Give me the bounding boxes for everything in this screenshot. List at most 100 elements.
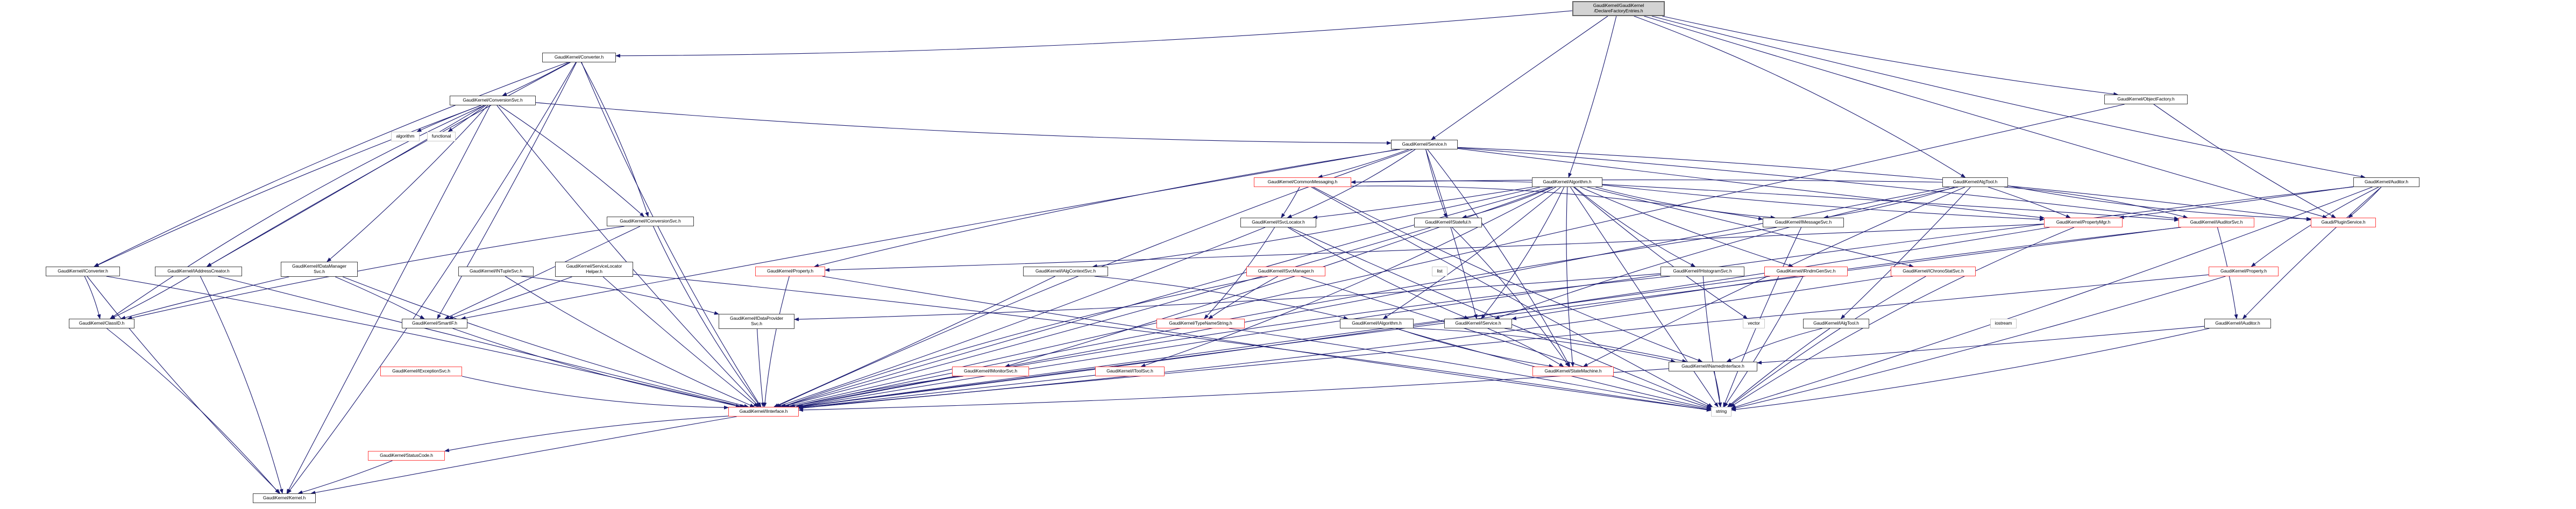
graph-edge: [120, 276, 289, 320]
graph-edge: [1487, 328, 1564, 367]
graph-node-iexceptionsvc[interactable]: GaudiKernel/IExceptionSvc.h: [380, 367, 462, 376]
graph-edge: [784, 104, 2125, 408]
graph-edge: [1574, 187, 1696, 267]
graph-edge: [580, 62, 649, 217]
graph-node-auditor[interactable]: GaudiKernel/Auditor.h: [2353, 177, 2419, 187]
graph-node-istatemachine[interactable]: GaudiKernel/StateMachine.h: [1532, 367, 1614, 376]
graph-node-classid[interactable]: GaudiKernel/ClassID.h: [69, 319, 134, 328]
graph-node-root[interactable]: GaudiKernel/GaudiKernel /DeclareFactoryE…: [1572, 1, 1665, 16]
graph-node-converter[interactable]: GaudiKernel/Converter.h: [542, 53, 616, 62]
graph-node-isvcmanager[interactable]: GaudiKernel/ISvcManager.h: [1246, 267, 1325, 276]
graph-edge: [1728, 276, 1926, 407]
graph-node-iaddresscreator[interactable]: GaudiKernel/IAddressCreator.h: [155, 267, 242, 276]
graph-node-itoolsvc[interactable]: GaudiKernel/IToolSvc.h: [1095, 367, 1165, 376]
graph-node-irndmgensvc[interactable]: GaudiKernel/IRndmGenSvc.h: [1764, 267, 1848, 276]
graph-node-isvclocator[interactable]: GaudiKernel/ISvcLocator.h: [1240, 218, 1316, 227]
graph-node-algorithmvec[interactable]: algorithm: [391, 132, 420, 141]
graph-edge: [502, 62, 570, 96]
graph-edge: [795, 276, 1670, 408]
graph-edge: [1988, 187, 2071, 218]
graph-edge: [1317, 149, 1409, 178]
graph-node-ialgtool[interactable]: GaudiKernel/IAlgTool.h: [1803, 319, 1869, 328]
graph-node-property[interactable]: GaudiKernel/Property.h: [755, 267, 825, 276]
graph-edge: [581, 62, 762, 407]
graph-edge: [798, 276, 1893, 409]
graph-node-iservice[interactable]: GaudiKernel/IService.h: [1444, 319, 1512, 328]
graph-edge: [496, 105, 760, 407]
graph-node-imessagesvc[interactable]: GaudiKernel/IMessageSvc.h: [1763, 218, 1844, 227]
graph-edge: [2007, 185, 2311, 221]
graph-edge: [780, 227, 1431, 408]
graph-node-conversionsvc_i[interactable]: GaudiKernel/IConversionSvc.h: [607, 217, 694, 226]
graph-node-idatamanagersvc[interactable]: GaudiKernel/IDataManager Svc.h: [281, 262, 358, 277]
graph-node-ialgorithm[interactable]: GaudiKernel/IAlgorithm.h: [1340, 319, 1414, 328]
graph-edge: [2004, 187, 2188, 219]
graph-node-inamedinterface[interactable]: GaudiKernel/INamedInterface.h: [1669, 362, 1757, 371]
graph-edge: [1396, 328, 1554, 368]
graph-node-servicelocatorhelper[interactable]: GaudiKernel/ServiceLocator Helper.h: [555, 262, 633, 277]
graph-node-iostream[interactable]: iostream: [1990, 319, 2017, 328]
graph-node-commonmessaging[interactable]: GaudiKernel/CommonMessaging.h: [1254, 177, 1351, 187]
graph-edge: [1713, 371, 1722, 407]
graph-edge: [1413, 328, 1676, 363]
graph-edge: [1461, 187, 1553, 219]
graph-edge: [1840, 187, 1971, 319]
graph-edge: [798, 274, 2209, 410]
graph-node-ichronostatsvc[interactable]: GaudiKernel/IChronoStatSvc.h: [1891, 267, 1976, 276]
graph-edge: [1425, 149, 1447, 218]
graph-node-list[interactable]: list: [1432, 267, 1447, 276]
graph-edge: [286, 105, 491, 494]
graph-node-smartif[interactable]: GaudiKernel/SmartIF.h: [402, 319, 467, 328]
graph-edge: [327, 105, 488, 262]
graph-edge: [94, 105, 481, 267]
graph-edge: [416, 105, 481, 132]
graph-node-vector[interactable]: vector: [1743, 319, 1765, 328]
graph-edge: [2153, 104, 2336, 218]
graph-node-iinterface[interactable]: GaudiKernel/IInterface.h: [728, 407, 799, 417]
graph-edge: [757, 328, 765, 407]
graph-node-propertymgr[interactable]: GaudiKernel/PropertyMgr.h: [2044, 218, 2123, 227]
graph-edge: [1634, 16, 1966, 178]
graph-node-iauditorsvc[interactable]: GaudiKernel/IAuditorSvc.h: [2178, 218, 2254, 227]
graph-edge: [763, 276, 790, 407]
graph-node-property2[interactable]: GaudiKernel/Property.h: [2209, 267, 2279, 276]
graph-node-istateful[interactable]: GaudiKernel/IStateful.h: [1414, 218, 1482, 227]
graph-edge: [1587, 187, 1914, 268]
graph-node-idataprovidersvc[interactable]: GaudiKernel/IDataProvider Svc.h: [719, 314, 794, 329]
graph-edge: [1568, 16, 1617, 178]
graph-edge: [776, 227, 1266, 407]
graph-edge: [107, 328, 280, 494]
graph-node-ihistogramsvc[interactable]: GaudiKernel/IHistogramSvc.h: [1660, 267, 1744, 276]
graph-node-string[interactable]: string: [1711, 407, 1731, 417]
graph-edge: [1757, 326, 2205, 365]
graph-node-algtool[interactable]: GaudiKernel/AlgTool.h: [1942, 177, 2008, 187]
graph-node-iauditor[interactable]: GaudiKernel/IAuditor.h: [2204, 319, 2271, 328]
graph-edge: [1723, 276, 1804, 407]
graph-node-pluginservice[interactable]: Gaudi/PluginService.h: [2311, 218, 2376, 227]
graph-node-functional[interactable]: functional: [427, 132, 456, 141]
graph-edge: [789, 227, 1777, 408]
graph-edge: [1566, 187, 1574, 367]
graph-edge: [535, 102, 1392, 145]
graph-edge: [110, 276, 190, 319]
graph-node-imonitorsvc[interactable]: GaudiKernel/IMonitorSvc.h: [952, 367, 1029, 376]
graph-node-conversionsvc[interactable]: GaudiKernel/ConversionSvc.h: [450, 96, 536, 105]
graph-node-service[interactable]: GaudiKernel/Service.h: [1391, 140, 1458, 149]
graph-node-statuscode[interactable]: GaudiKernel/StatusCode.h: [368, 451, 445, 461]
graph-node-kernel[interactable]: GaudiKernel/Kernel.h: [253, 493, 316, 503]
graph-edge: [1289, 227, 1712, 408]
graph-node-iconverter[interactable]: GaudiKernel/IConverter.h: [46, 267, 120, 276]
graph-edge: [1662, 16, 2119, 96]
graph-node-ialgcontextsvc[interactable]: GaudiKernel/IAlgContextSvc.h: [1023, 267, 1108, 276]
graph-node-objectfactory[interactable]: GaudiKernel/ObjectFactory.h: [2104, 95, 2188, 104]
graph-edge: [1602, 184, 2045, 221]
graph-node-typenamestring[interactable]: GaudiKernel/TypeNameString.h: [1156, 319, 1245, 328]
graph-edge: [1312, 187, 1533, 219]
graph-node-intuplesvc[interactable]: GaudiKernel/INTupleSvc.h: [458, 267, 534, 276]
graph-edge: [1094, 276, 1349, 320]
graph-node-algorithm_h[interactable]: GaudiKernel/Algorithm.h: [1532, 177, 1602, 187]
graph-edge: [1301, 276, 1712, 409]
graph-edge: [460, 149, 1398, 320]
graph-edge: [814, 149, 1401, 268]
graph-edge: [297, 460, 393, 494]
